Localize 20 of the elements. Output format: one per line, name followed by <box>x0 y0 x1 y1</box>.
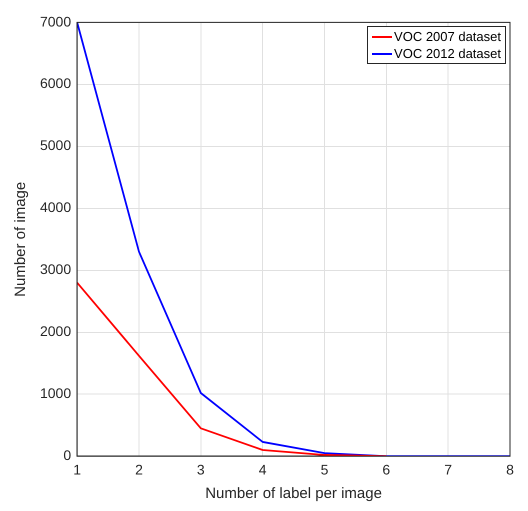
x-tick-label: 3 <box>196 461 205 478</box>
y-tick-label: 3000 <box>40 261 72 278</box>
y-tick-label: 7000 <box>40 13 72 30</box>
y-tick-label: 1000 <box>40 385 72 402</box>
y-axis-title: Number of image <box>12 182 30 297</box>
x-tick-label: 5 <box>320 461 329 478</box>
x-tick-label: 4 <box>258 461 267 478</box>
y-tick-label: 5000 <box>40 137 72 154</box>
x-axis-title: Number of label per image <box>205 485 382 502</box>
y-tick-label: 4000 <box>40 199 72 216</box>
x-tick-label: 6 <box>382 461 390 478</box>
x-tick-label: 7 <box>444 461 452 478</box>
x-tick-label: 8 <box>506 461 514 478</box>
y-tick-label: 0 <box>63 447 72 464</box>
x-tick-label: 2 <box>135 461 144 478</box>
x-tick-label: 1 <box>73 461 82 478</box>
y-tick-label: 6000 <box>40 75 72 92</box>
legend-label: VOC 2012 dataset <box>394 45 501 62</box>
y-tick-label: 2000 <box>40 323 72 340</box>
legend-label: VOC 2007 dataset <box>394 28 501 46</box>
